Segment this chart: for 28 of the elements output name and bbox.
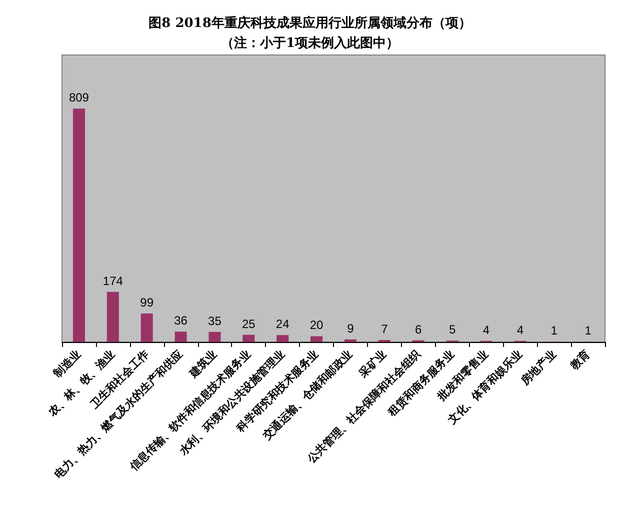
data-label: 5	[448, 322, 456, 337]
data-label: 99	[140, 295, 154, 310]
bar	[72, 108, 85, 342]
data-label: 24	[276, 317, 290, 332]
data-label: 4	[482, 322, 490, 337]
bar	[276, 335, 289, 342]
data-label: 35	[208, 314, 222, 328]
chart-title: 图8 2018年重庆科技成果应用行业所属领域分布（项）	[148, 15, 472, 31]
data-label: 1	[550, 324, 558, 338]
data-label: 20	[310, 318, 324, 332]
data-label: 7	[381, 322, 388, 336]
data-label: 36	[174, 314, 188, 328]
data-label: 25	[242, 316, 256, 331]
bar	[106, 292, 119, 342]
data-label: 174	[102, 274, 124, 288]
bar	[242, 334, 255, 342]
data-label: 9	[347, 321, 354, 336]
bar	[310, 336, 323, 342]
chart-subtitle: （注：小于1项未例入此图中）	[220, 35, 400, 51]
x-tick-label: 教育	[567, 347, 593, 373]
bar	[344, 339, 356, 342]
bar	[208, 332, 221, 342]
data-label: 4	[516, 322, 524, 337]
data-label: 809	[68, 90, 90, 105]
bar	[140, 313, 153, 342]
data-label: 6	[415, 322, 422, 336]
bar	[174, 332, 187, 342]
data-label: 1	[584, 324, 592, 338]
